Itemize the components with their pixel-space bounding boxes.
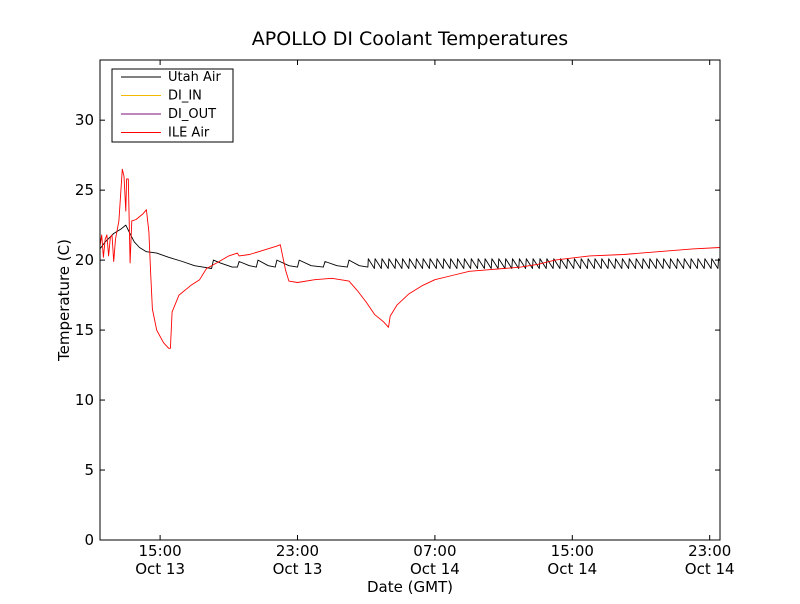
series-layer xyxy=(100,168,720,349)
x-tick-time-label: 23:00 xyxy=(688,542,731,560)
x-tick-time-label: 15:00 xyxy=(551,542,594,560)
y-tick-label: 15 xyxy=(75,321,94,339)
legend-label: ILE Air xyxy=(168,126,210,141)
y-tick-label: 10 xyxy=(75,391,94,409)
x-tick-date-label: Oct 13 xyxy=(135,560,185,578)
legend-label: DI_OUT xyxy=(168,107,216,122)
series-line-utah-air xyxy=(100,224,720,269)
y-axis-ticks: 0 5 10 15 20 25 30 xyxy=(75,111,720,549)
y-tick-label: 0 xyxy=(84,531,94,549)
y-tick-label: 30 xyxy=(75,111,94,129)
y-tick-label: 25 xyxy=(75,181,94,199)
x-tick-date-label: Oct 14 xyxy=(685,560,735,578)
series-line-ile-air xyxy=(100,168,720,349)
legend: Utah Air DI_IN DI_OUT ILE Air xyxy=(111,68,234,143)
x-tick-date-label: Oct 14 xyxy=(547,560,597,578)
x-tick-time-label: 15:00 xyxy=(138,542,181,560)
x-tick-time-label: 07:00 xyxy=(413,542,456,560)
legend-label: Utah Air xyxy=(168,70,221,85)
x-tick-time-label: 23:00 xyxy=(276,542,319,560)
legend-label: DI_IN xyxy=(168,89,202,104)
plot-frame xyxy=(99,59,721,541)
y-axis-label: Temperature (C) xyxy=(55,239,73,362)
legend-box xyxy=(111,68,234,143)
x-tick-date-label: Oct 13 xyxy=(273,560,323,578)
chart-title: APOLLO DI Coolant Temperatures xyxy=(252,28,568,50)
x-axis-label: Date (GMT) xyxy=(367,578,453,596)
x-tick-date-label: Oct 14 xyxy=(410,560,460,578)
y-tick-label: 5 xyxy=(84,461,94,479)
y-tick-label: 20 xyxy=(75,251,94,269)
